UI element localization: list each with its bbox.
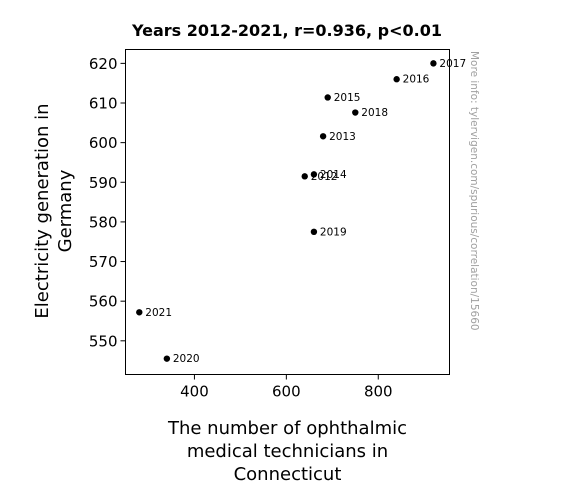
x-axis: 400 600 800 <box>180 374 393 401</box>
x-tick-label: 600 <box>272 383 301 401</box>
data-point-label-2020: 2020 <box>173 353 200 365</box>
data-point-2016 <box>393 76 400 83</box>
plot-area <box>125 49 450 375</box>
data-point-2015 <box>324 94 331 101</box>
y-tick-label: 620 <box>89 55 118 73</box>
y-axis: 550 560 570 580 590 600 610 620 <box>89 55 126 350</box>
x-axis-label-line: The number of ophthalmic <box>167 418 407 439</box>
data-point-label-2015: 2015 <box>334 92 361 104</box>
y-tick-label: 600 <box>89 134 118 152</box>
data-point-2014 <box>310 171 318 178</box>
x-tick-label: 400 <box>180 383 209 401</box>
x-tick-label: 800 <box>364 383 393 401</box>
data-point-2020 <box>163 355 171 362</box>
y-axis-label-line: Electricity generation in <box>32 103 53 318</box>
watermark-text: More info: tylervigen.com/spurious/corre… <box>468 51 480 331</box>
x-axis-label-line: medical technicians in <box>187 441 388 462</box>
y-tick-label: 580 <box>89 213 118 231</box>
y-tick-label: 570 <box>89 253 118 271</box>
data-point-2012 <box>301 173 308 180</box>
chart-title: Years 2012-2021, r=0.936, p<0.01 <box>131 21 442 40</box>
data-point-2018 <box>352 109 359 116</box>
data-points <box>136 60 437 362</box>
data-point-2021 <box>136 309 143 316</box>
y-tick-label: 590 <box>89 174 118 192</box>
y-axis-label-line: Germany <box>55 169 76 252</box>
x-axis-label-line: Connecticut <box>234 464 342 485</box>
x-axis-label: The number of ophthalmic medical technici… <box>167 418 407 485</box>
data-point-2017 <box>430 60 437 67</box>
y-tick-label: 560 <box>89 293 118 311</box>
data-point-label-2013: 2013 <box>329 131 356 143</box>
data-point-label-2018: 2018 <box>361 107 388 119</box>
y-tick-label: 550 <box>89 332 118 350</box>
data-point-label-2012: 2012 <box>311 171 338 183</box>
data-point-label-2017: 2017 <box>439 58 466 70</box>
data-point-label-2021: 2021 <box>145 307 172 319</box>
y-tick-label: 610 <box>89 95 118 113</box>
data-point-label-2016: 2016 <box>403 74 430 86</box>
data-point-2013 <box>319 133 327 140</box>
data-point-labels: 2012 2013 2014 2015 2016 2017 2018 2019 2020 2021 <box>145 58 466 365</box>
data-point-2019 <box>310 228 318 236</box>
y-axis-label: Electricity generation in Germany <box>32 103 76 318</box>
data-point-label-2019: 2019 <box>320 226 347 238</box>
data-point-label-2014: 2014 <box>320 169 347 181</box>
